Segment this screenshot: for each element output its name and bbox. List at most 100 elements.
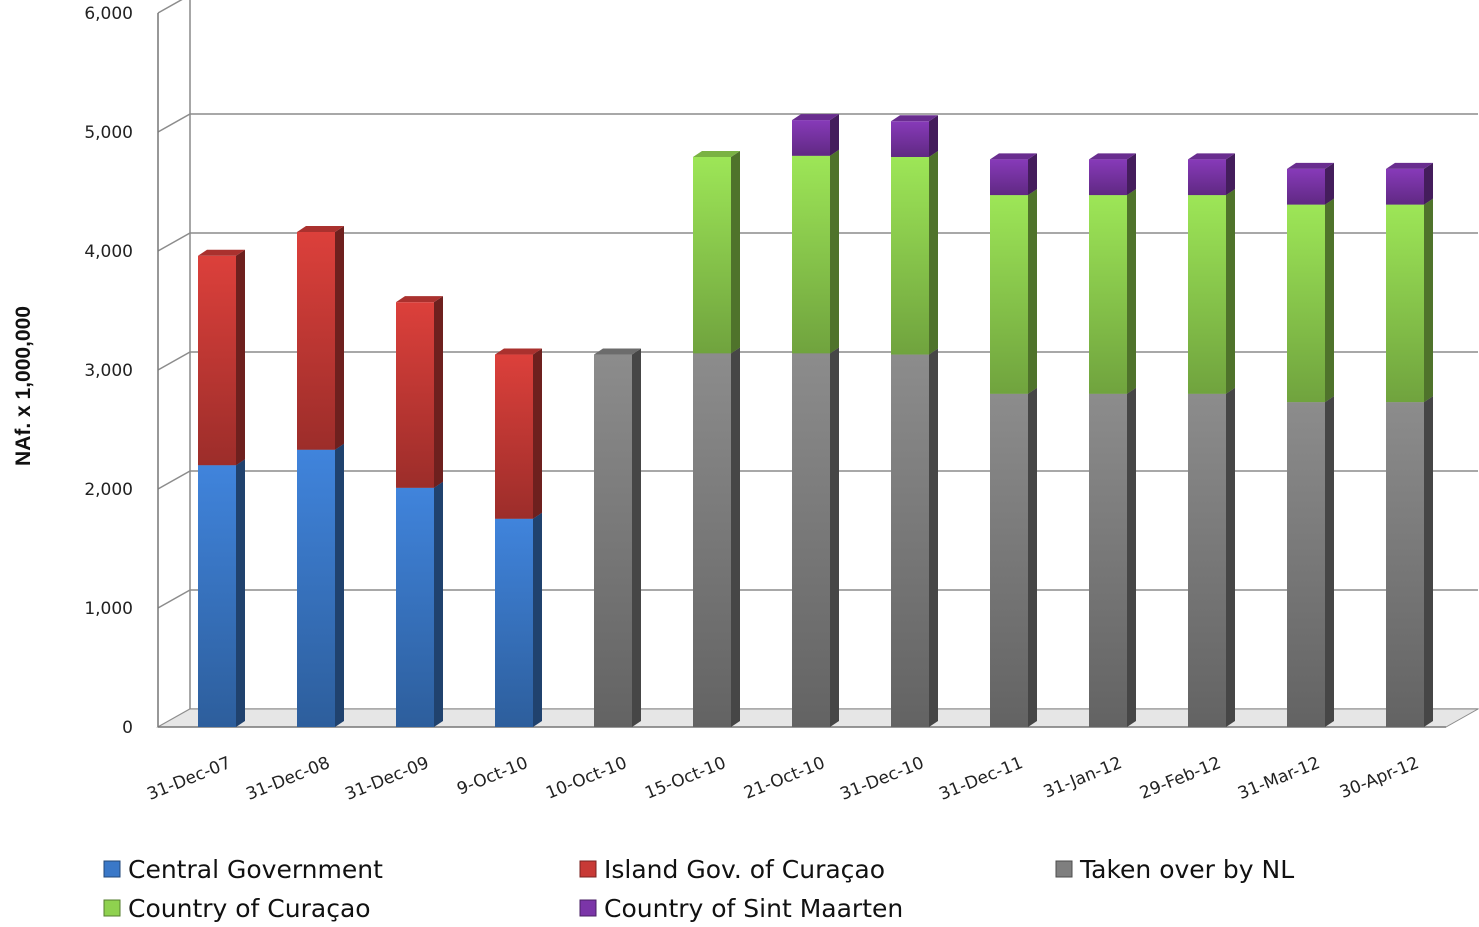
- bar-segment: [297, 225, 344, 450]
- bar-segment: [198, 459, 245, 727]
- bar-side: [1226, 189, 1235, 394]
- bar-side: [1127, 189, 1136, 394]
- bar-front: [297, 449, 335, 727]
- bar-side: [1424, 396, 1433, 727]
- bar-top: [297, 225, 344, 232]
- bar-side: [731, 347, 740, 727]
- bar-front: [792, 120, 830, 156]
- bar-front: [891, 354, 929, 727]
- y-tick-label: 1,000: [84, 599, 133, 619]
- y-axis-label: NAf. x 1,000,000: [12, 306, 35, 466]
- x-tick-label: 15-Oct-10: [642, 753, 729, 804]
- legend-label: Taken over by NL: [1079, 855, 1294, 884]
- bar-segment: [1287, 396, 1334, 727]
- bar-front: [495, 354, 533, 519]
- bar-segment: [495, 512, 542, 727]
- bar-top: [1089, 153, 1136, 160]
- y-tick-label: 0: [122, 718, 133, 738]
- legend-swatch: [1055, 860, 1073, 878]
- bar-front: [1188, 195, 1226, 394]
- bar-front: [198, 465, 236, 727]
- bar-front: [1089, 195, 1127, 394]
- bar-front: [297, 231, 335, 450]
- bar-segment: [693, 150, 740, 354]
- bar-side: [533, 348, 542, 519]
- legend-item: Country of Sint Maarten: [579, 894, 903, 923]
- bar-side: [434, 481, 443, 727]
- bar-segment: [1287, 198, 1334, 403]
- bar-side: [1028, 387, 1037, 727]
- bar-front: [1089, 393, 1127, 727]
- bar-segment: [396, 481, 443, 727]
- x-tick-label: 31-Mar-12: [1235, 753, 1323, 804]
- bar-side: [1028, 189, 1037, 394]
- bar-segment: [990, 387, 1037, 727]
- x-tick-label: 29-Feb-12: [1137, 753, 1224, 804]
- x-tick-label: 31-Jan-12: [1041, 753, 1125, 803]
- bar-side: [236, 249, 245, 466]
- x-tick-label: 31-Dec-07: [144, 753, 233, 805]
- bars: [198, 114, 1433, 727]
- bar-segment: [990, 189, 1037, 394]
- bar-front: [495, 518, 533, 727]
- y-tick-label: 4,000: [84, 242, 133, 262]
- legend-swatch: [103, 860, 121, 878]
- bar-front: [594, 354, 632, 727]
- bar-front: [891, 156, 929, 355]
- bar-segment: [297, 443, 344, 727]
- bar-side: [236, 459, 245, 727]
- x-tick-labels: 31-Dec-07 31-Dec-08 31-Dec-09 9-Oct-10 10-Oc…: [144, 753, 1421, 805]
- bar-top: [693, 150, 740, 157]
- bar-segment: [1089, 189, 1136, 394]
- bar-top: [1188, 153, 1235, 160]
- bar-front: [1386, 168, 1424, 205]
- bar-side: [929, 348, 938, 727]
- bar-side: [1325, 162, 1334, 205]
- y-tick-label: 6,000: [84, 4, 133, 24]
- bar-front: [1287, 168, 1325, 205]
- bar-front: [396, 302, 434, 488]
- bar-segment: [594, 348, 641, 727]
- bar-top: [792, 114, 839, 121]
- bar-segment: [1188, 189, 1235, 394]
- bar-top: [1287, 162, 1334, 169]
- bar-side: [335, 443, 344, 727]
- legend-label: Island Gov. of Curaçao: [604, 855, 885, 884]
- legend-swatch: [579, 899, 597, 917]
- x-tick-label: 21-Oct-10: [741, 753, 828, 804]
- bar-segment: [792, 149, 839, 354]
- x-tick-label: 9-Oct-10: [454, 753, 531, 799]
- y-tick-labels: 0 1,000 2,000 3,000 4,000 5,000 6,000: [84, 4, 133, 738]
- y-tick-label: 2,000: [84, 480, 133, 500]
- legend-item: Island Gov. of Curaçao: [579, 855, 885, 884]
- legend-item: Central Government: [103, 855, 383, 884]
- bar-segment: [693, 347, 740, 727]
- bar-side: [632, 348, 641, 727]
- bar-side: [1127, 387, 1136, 727]
- legend-label: Central Government: [128, 855, 383, 884]
- bar-front: [990, 393, 1028, 727]
- bar-front: [1386, 402, 1424, 727]
- bar-side: [830, 149, 839, 354]
- bar-side: [1325, 198, 1334, 403]
- bar-side: [1325, 396, 1334, 727]
- bar-segment: [990, 153, 1037, 196]
- legend-label: Country of Curaçao: [128, 894, 371, 923]
- bar-front: [1287, 402, 1325, 727]
- legend-swatch: [579, 860, 597, 878]
- x-tick-label: 10-Oct-10: [543, 753, 630, 804]
- bar-front: [1188, 393, 1226, 727]
- bar-side: [1424, 162, 1433, 205]
- bar-front: [792, 155, 830, 354]
- bar-segment: [1386, 198, 1433, 403]
- bar-segment: [792, 114, 839, 156]
- x-tick-label: 31-Dec-08: [243, 753, 332, 805]
- bar-side: [830, 114, 839, 156]
- bar-side: [731, 150, 740, 354]
- y-tick-label: 3,000: [84, 361, 133, 381]
- bar-side: [1226, 387, 1235, 727]
- bar-top: [1386, 162, 1433, 169]
- bar-front: [990, 195, 1028, 394]
- legend-swatch: [103, 899, 121, 917]
